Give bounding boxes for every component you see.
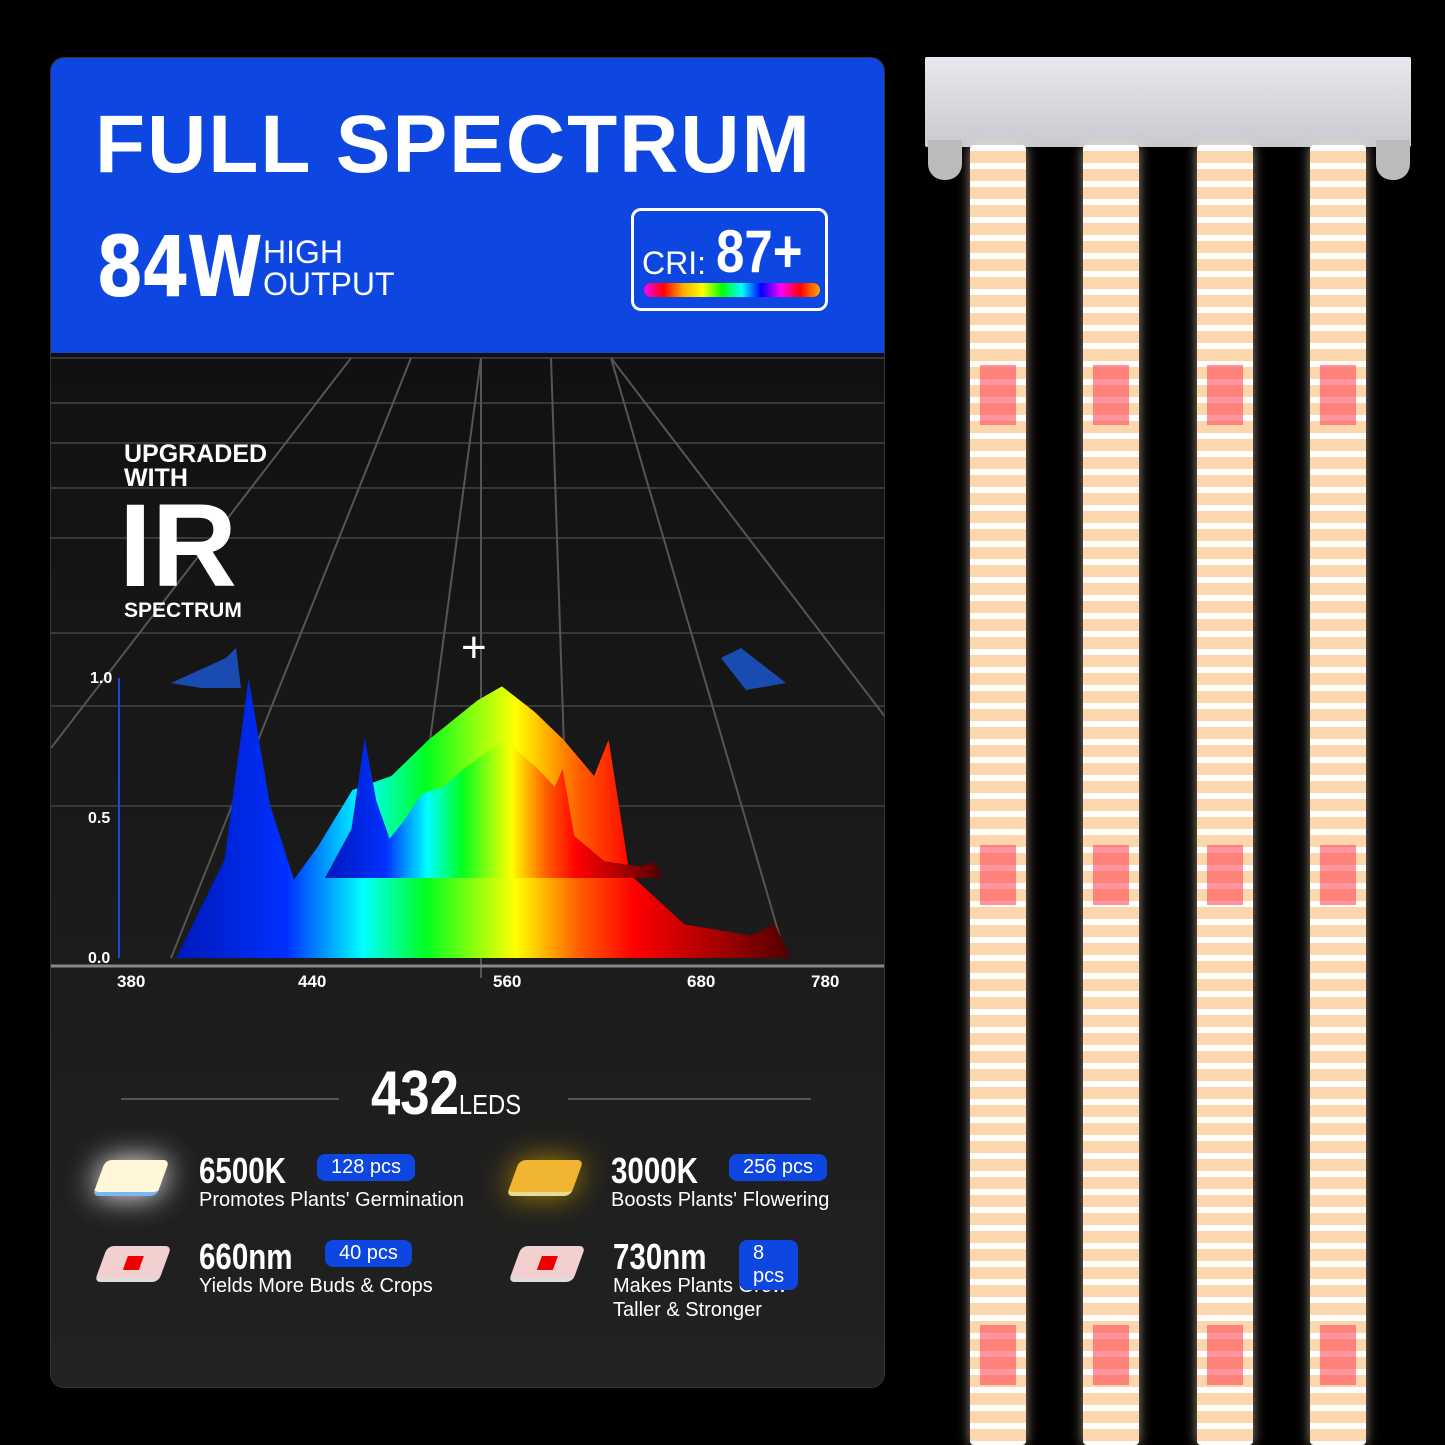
led-item-660nm: 660nm 40 pcs Yields More Buds & Crops bbox=[199, 1236, 433, 1298]
upgraded: UPGRADED bbox=[124, 440, 268, 468]
with: WITH bbox=[124, 464, 188, 492]
pcs-badge: 40 pcs bbox=[325, 1240, 412, 1267]
led-tube bbox=[970, 145, 1026, 1445]
led-name: 6500K bbox=[199, 1150, 286, 1191]
divider bbox=[568, 1098, 811, 1100]
led-chip-730nm-icon bbox=[508, 1246, 586, 1282]
header-banner: FULL SPECTRUM 84W HIGH OUTPUT CRI: 87+ bbox=[51, 58, 884, 353]
led-name: 660nm bbox=[199, 1236, 293, 1277]
mounting-tab bbox=[928, 140, 962, 180]
spectrum-label: SPECTRUM bbox=[124, 599, 242, 622]
output: OUTPUT bbox=[263, 266, 395, 302]
led-chip-6500k-icon bbox=[92, 1160, 170, 1196]
x-tick: 680 bbox=[687, 972, 716, 991]
led-count-value: 432 bbox=[371, 1059, 459, 1128]
led-unit: LEDS bbox=[458, 1089, 522, 1120]
mounting-tab bbox=[1376, 140, 1410, 180]
y-tick: 0.5 bbox=[88, 810, 111, 827]
high: HIGH bbox=[263, 234, 343, 270]
grid-line bbox=[610, 357, 787, 959]
pcs-badge: 128 pcs bbox=[317, 1154, 416, 1181]
wattage-desc: HIGH OUTPUT bbox=[263, 236, 395, 300]
grid-line bbox=[51, 357, 352, 749]
divider bbox=[121, 1098, 339, 1100]
spec-panel: FULL SPECTRUM 84W HIGH OUTPUT CRI: 87+ UP… bbox=[50, 57, 885, 1388]
pcs-badge: 8 pcs bbox=[739, 1240, 799, 1290]
plus-sign: + bbox=[461, 623, 487, 672]
led-name: 3000K bbox=[611, 1150, 698, 1191]
cri-badge: CRI: 87+ bbox=[631, 208, 828, 311]
title: FULL SPECTRUM bbox=[95, 99, 812, 190]
light-bar-bracket bbox=[925, 57, 1411, 147]
led-chip-660nm-icon bbox=[94, 1246, 172, 1282]
y-tick: 1.0 bbox=[90, 670, 113, 687]
led-tube bbox=[1083, 145, 1139, 1445]
led-desc: Yields More Buds & Crops bbox=[199, 1275, 433, 1297]
wattage: 84W bbox=[96, 218, 263, 316]
arrow-down-right-icon bbox=[721, 648, 786, 690]
led-item-3000k: 3000K 256 pcs Boosts Plants' Flowering bbox=[611, 1150, 829, 1212]
ir-label: IR bbox=[119, 480, 237, 612]
led-desc: Taller & Stronger bbox=[613, 1299, 762, 1321]
x-tick: 780 bbox=[811, 972, 840, 991]
upgrade-label: UPGRADED WITH bbox=[124, 440, 268, 492]
x-tick: 440 bbox=[298, 972, 327, 991]
spectrum-chart bbox=[51, 357, 884, 978]
led-tube bbox=[1310, 145, 1366, 1445]
x-tick: 380 bbox=[117, 972, 146, 991]
cri-label: CRI: bbox=[642, 245, 706, 281]
led-desc: Boosts Plants' Flowering bbox=[611, 1189, 830, 1211]
led-desc: Promotes Plants' Germination bbox=[199, 1189, 465, 1211]
led-tube bbox=[1197, 145, 1253, 1445]
x-tick: 560 bbox=[493, 972, 522, 991]
led-chip-3000k-icon bbox=[506, 1160, 584, 1196]
led-item-6500k: 6500K 128 pcs Promotes Plants' Germination bbox=[199, 1150, 464, 1212]
led-count: 432LEDS bbox=[371, 1058, 521, 1129]
led-item-730nm: 730nm 8 pcs Makes Plants Grow Taller & Stro… bbox=[613, 1236, 799, 1322]
led-name: 730nm bbox=[613, 1236, 707, 1277]
cri-value: 87+ bbox=[716, 218, 803, 285]
grid-line bbox=[170, 357, 412, 959]
upper-spectrum-area bbox=[301, 738, 684, 878]
pcs-badge: 256 pcs bbox=[729, 1154, 828, 1181]
grid-line bbox=[610, 357, 884, 718]
arrow-down-left-icon bbox=[171, 648, 241, 688]
y-tick: 0.0 bbox=[88, 950, 111, 967]
rainbow-bar bbox=[644, 283, 820, 297]
